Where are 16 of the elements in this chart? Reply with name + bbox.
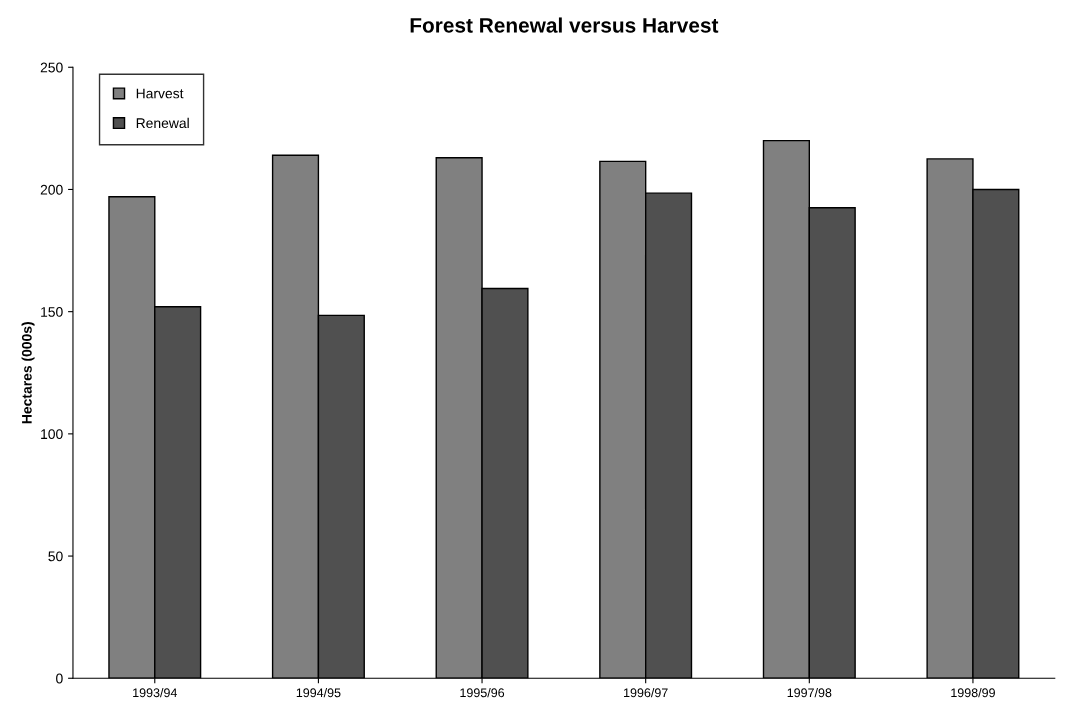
y-tick-label: 50	[48, 551, 63, 562]
y-axis-title: Hectares (000s)	[21, 322, 35, 424]
x-tick-label: 1993/94	[133, 687, 178, 698]
x-tick-label: 1998/99	[951, 687, 995, 698]
legend-label: Harvest	[136, 88, 184, 99]
x-tick-label: 1996/97	[624, 687, 668, 698]
y-tick-label: 250	[40, 62, 63, 73]
x-tick-label: 1995/96	[460, 687, 505, 698]
legend-label: Renewal	[136, 117, 189, 129]
y-tick-label: 150	[41, 307, 63, 317]
y-tick-label: 200	[40, 184, 63, 195]
chart-title: Forest Renewal versus Harvest	[410, 17, 719, 33]
y-tick-label: 0	[56, 673, 63, 684]
x-tick-label: 1997/98	[787, 687, 832, 698]
x-tick-label: 1994/95	[296, 687, 341, 698]
y-tick-label: 100	[41, 429, 63, 440]
